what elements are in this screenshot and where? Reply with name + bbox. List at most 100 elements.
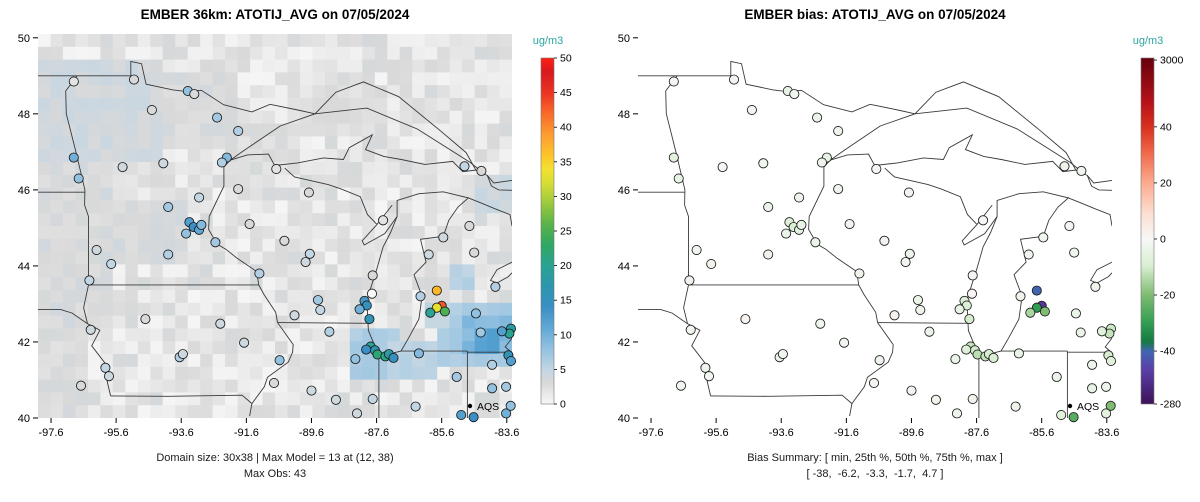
y-tick-label: 48 bbox=[618, 109, 630, 121]
site-marker bbox=[1031, 285, 1042, 296]
axes: -97.6 -95.6 -93.6 -91.6 -89.6 -87.6 -85.6 -83.6… bbox=[618, 33, 1120, 439]
x-tick-label: -93.6 bbox=[769, 427, 794, 439]
site-marker bbox=[68, 76, 79, 87]
geo-boundary bbox=[366, 191, 470, 357]
model-colorbar-units: ug/m3 bbox=[532, 35, 564, 47]
x-tick-label: -85.6 bbox=[1029, 427, 1054, 439]
site-marker bbox=[868, 377, 880, 389]
site-marker bbox=[431, 285, 442, 296]
geo-boundary bbox=[884, 167, 977, 225]
site-marker bbox=[289, 310, 300, 321]
site-marker bbox=[464, 220, 475, 232]
y-tick-label: 50 bbox=[18, 33, 30, 45]
site-marker bbox=[158, 158, 169, 169]
site-marker bbox=[1069, 247, 1080, 258]
y-tick-label: 40 bbox=[18, 413, 30, 425]
model-caption-maxobs: Max Obs: 43 bbox=[243, 468, 307, 480]
x-tick-label: -83.6 bbox=[1094, 427, 1119, 439]
site-marker bbox=[950, 354, 961, 365]
site-marker bbox=[844, 219, 855, 230]
site-marker bbox=[351, 408, 363, 419]
x-tick-label: -97.6 bbox=[38, 427, 63, 439]
geo-boundary bbox=[277, 322, 371, 324]
colorbar-tick-label: 25 bbox=[560, 226, 572, 238]
site-marker bbox=[456, 409, 467, 421]
site-marker bbox=[244, 219, 255, 230]
bias-panel-title: EMBER bias: ATOTIJ_AVG on 07/05/2024 bbox=[744, 7, 1006, 22]
site-marker bbox=[794, 192, 805, 203]
site-marker bbox=[274, 355, 285, 366]
colorbar bbox=[540, 57, 555, 405]
site-marker bbox=[1101, 408, 1112, 419]
site-marker bbox=[1023, 249, 1034, 260]
site-marker bbox=[106, 258, 117, 270]
site-marker bbox=[889, 310, 900, 321]
bias-caption-values: [ -38, -6.2, -3.3, -1.7, 4.7 ] bbox=[806, 468, 944, 480]
site-marker bbox=[668, 152, 679, 163]
x-tick-label: -93.6 bbox=[169, 427, 194, 439]
site-marker bbox=[903, 187, 914, 198]
site-marker bbox=[163, 201, 174, 213]
x-tick-label: -85.6 bbox=[429, 427, 454, 439]
site-marker bbox=[505, 355, 517, 367]
site-marker bbox=[177, 349, 188, 360]
geo-boundary bbox=[65, 75, 89, 285]
site-marker bbox=[181, 228, 192, 239]
geo-boundary bbox=[1068, 197, 1112, 227]
site-marker bbox=[924, 326, 935, 337]
y-tick-label: 44 bbox=[18, 261, 30, 273]
site-marker bbox=[496, 326, 507, 337]
site-marker bbox=[423, 249, 434, 260]
site-marker bbox=[68, 152, 79, 163]
site-marker bbox=[685, 324, 696, 335]
colorbar-labels: 0 5 10 15 20 25 30 35 40 45 50 bbox=[554, 53, 572, 411]
colorbar-tick-label: 20 bbox=[560, 260, 572, 272]
site-marker bbox=[85, 324, 96, 335]
geo-boundary bbox=[1089, 261, 1112, 284]
site-marker bbox=[691, 244, 702, 256]
site-marker bbox=[128, 74, 140, 85]
site-marker bbox=[988, 352, 999, 363]
site-marker bbox=[469, 247, 480, 258]
site-marker bbox=[816, 157, 827, 168]
colorbar-tick-label: 50 bbox=[560, 53, 572, 65]
y-tick-label: 46 bbox=[618, 185, 630, 197]
aqs-legend-dot bbox=[467, 403, 473, 409]
geo-boundary bbox=[877, 322, 971, 324]
site-marker bbox=[777, 349, 788, 360]
axes: -97.6 -95.6 -93.6 -91.6 -89.6 -87.6 -85.6 -83.6… bbox=[18, 33, 520, 439]
model-panel-title: EMBER 36km: ATOTIJ_AVG on 07/05/2024 bbox=[140, 7, 410, 22]
site-marker bbox=[254, 268, 265, 279]
geo-boundary bbox=[829, 81, 1077, 173]
site-marker bbox=[304, 248, 315, 259]
site-marker bbox=[763, 201, 774, 213]
site-marker bbox=[279, 235, 290, 246]
site-marker bbox=[700, 362, 711, 373]
colorbar-tick-label: 35 bbox=[560, 156, 572, 168]
site-marker bbox=[1105, 355, 1117, 367]
geo-boundary bbox=[1086, 175, 1112, 184]
y-tick-label: 40 bbox=[618, 413, 630, 425]
site-marker bbox=[378, 215, 389, 226]
site-marker bbox=[1101, 381, 1112, 392]
site-marker bbox=[413, 348, 424, 359]
x-tick-label: -97.6 bbox=[638, 427, 663, 439]
site-marker bbox=[1059, 161, 1070, 172]
geo-boundary bbox=[914, 107, 1081, 172]
colorbar-tick-label: 0 bbox=[1160, 233, 1166, 245]
site-marker bbox=[1105, 400, 1116, 411]
colorbar-tick-label: 20 bbox=[1160, 177, 1172, 189]
site-marker bbox=[839, 337, 850, 348]
site-marker bbox=[717, 162, 728, 173]
site-marker bbox=[146, 104, 157, 116]
site-marker bbox=[904, 248, 915, 259]
site-marker bbox=[117, 162, 128, 173]
site-marker bbox=[1064, 220, 1075, 232]
site-marker bbox=[833, 184, 844, 195]
geo-boundary bbox=[486, 175, 512, 184]
geo-boundary bbox=[208, 159, 260, 285]
site-marker bbox=[501, 381, 512, 392]
colorbar-tick-label: 5 bbox=[560, 364, 566, 376]
site-marker bbox=[703, 371, 715, 382]
site-marker bbox=[163, 249, 174, 260]
